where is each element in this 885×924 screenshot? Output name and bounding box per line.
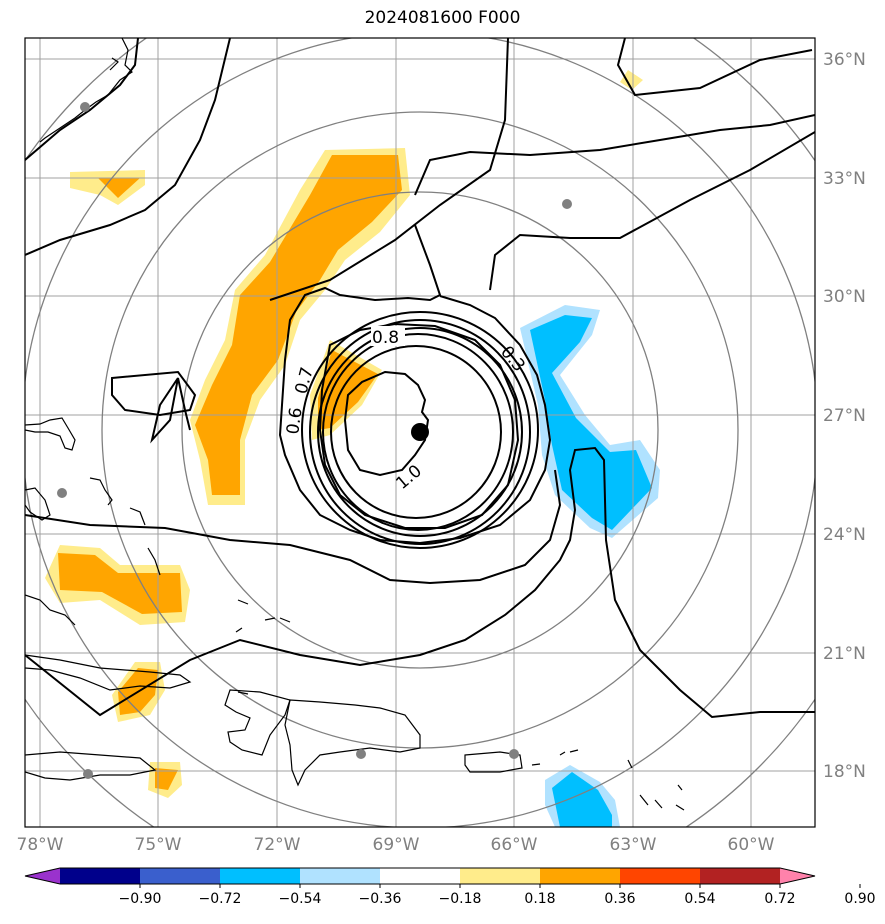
- colorbar-tick-label: 0.36: [604, 891, 635, 907]
- lon-label: 60°W: [728, 835, 775, 855]
- colorbar-segment: [380, 868, 460, 884]
- lat-label: 24°N: [823, 525, 866, 545]
- colorbar-tick-label: −0.18: [439, 891, 482, 907]
- colorbar-segment: [460, 868, 540, 884]
- storm-center-marker: [411, 423, 429, 441]
- colorbar-segment: [540, 868, 620, 884]
- lat-label: 33°N: [823, 169, 866, 189]
- colorbar-tick-label: −0.36: [359, 891, 402, 907]
- lon-label: 66°W: [491, 835, 538, 855]
- colorbar-extend-high: [780, 868, 815, 884]
- lat-axis-labels: 36°N 33°N 30°N 27°N 24°N 21°N 18°N: [823, 50, 866, 782]
- map-frame: [24, 37, 816, 828]
- colorbar-tick-label: −0.90: [119, 891, 162, 907]
- lat-label: 21°N: [823, 644, 866, 664]
- lon-axis-labels: 78°W 75°W 72°W 69°W 66°W 63°W 60°W: [17, 835, 775, 855]
- coastlines: [25, 38, 685, 811]
- lat-label: 18°N: [823, 762, 866, 782]
- contour-label: 0.8: [372, 328, 399, 348]
- lat-label: 27°N: [823, 406, 866, 426]
- lon-label: 75°W: [135, 835, 182, 855]
- colorbar-outline: [24, 867, 816, 885]
- colorbar-segment: [140, 868, 220, 884]
- colorbar-segment: [300, 868, 380, 884]
- lon-label: 63°W: [610, 835, 657, 855]
- lat-label: 30°N: [823, 287, 866, 307]
- lon-label: 78°W: [17, 835, 64, 855]
- colorbar-tick-label: 0.90: [844, 891, 875, 907]
- colorbar-tick-label: −0.54: [279, 891, 322, 907]
- colorbar-segment: [620, 868, 700, 884]
- lon-label: 69°W: [373, 835, 420, 855]
- contours: [25, 38, 815, 719]
- colorbar-segment: [60, 868, 140, 884]
- negative-anomaly-shading: [520, 305, 660, 827]
- colorbar-tick-label: 0.54: [684, 891, 715, 907]
- colorbar: −0.90 −0.72 −0.54 −0.36 −0.18 0.18 0.36 0.54 0.7…: [24, 867, 876, 907]
- colorbar-segment: [220, 868, 300, 884]
- colorbar-segment: [700, 868, 780, 884]
- colorbar-tick-label: −0.72: [199, 891, 242, 907]
- station-markers: [57, 102, 572, 779]
- plot-title: 2024081600 F000: [364, 8, 521, 28]
- colorbar-tick-label: 0.72: [764, 891, 795, 907]
- lat-label: 36°N: [823, 50, 866, 70]
- colorbar-tick-label: 0.18: [524, 891, 555, 907]
- contour-label: 0.6: [283, 406, 307, 436]
- lon-label: 72°W: [254, 835, 301, 855]
- colorbar-extend-low: [25, 868, 60, 884]
